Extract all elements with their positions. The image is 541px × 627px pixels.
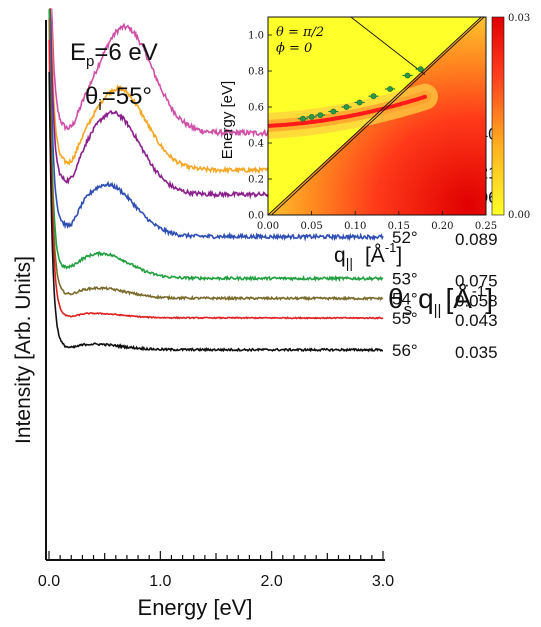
theta-s-label: 52° <box>392 228 418 247</box>
heatmap-x-tick-label: 0.25 <box>475 221 497 232</box>
inset-heatmap: 0.00 0.05 0.10 0.15 0.20 0.25 0.0 0.2 0.4 0.6 0.8 1… <box>219 13 530 271</box>
x-axis-tick-labels: 0.0 1.0 2.0 3.0 <box>38 573 394 590</box>
heatmap-x-tick-label: 0.10 <box>344 221 366 232</box>
heatmap-ticks: 0.00 0.05 0.10 0.15 0.20 0.25 0.0 0.2 0.4 0.6 0.8 1… <box>248 31 497 233</box>
theta-s-label: 54° <box>392 290 418 309</box>
data-point <box>404 72 411 79</box>
q-label: 0.058 <box>455 292 498 311</box>
q-label: 0.035 <box>455 343 498 362</box>
heatmap-y-tick-label: 0.6 <box>248 103 264 114</box>
spectrum-line <box>48 39 384 320</box>
continuum-edge-line <box>271 17 485 215</box>
colorbar-min-label: 0.00 <box>508 210 530 221</box>
data-point <box>417 66 424 73</box>
data-point <box>343 104 350 110</box>
heatmap-x-label: q|| [Å-1] <box>334 240 402 271</box>
x-tick-label: 2.0 <box>261 573 283 590</box>
theta-annotation: θ = π/2 <box>276 25 324 40</box>
theta-s-label: 53° <box>392 270 418 289</box>
light-line <box>268 17 482 215</box>
heatmap-y-tick-label: 1.0 <box>248 31 264 42</box>
colorbar <box>491 16 505 216</box>
heatmap-y-tick-label: 0.8 <box>248 67 264 78</box>
measured-points <box>297 66 426 122</box>
data-point <box>387 86 393 92</box>
data-point <box>317 112 324 118</box>
spectrum-line <box>48 18 384 302</box>
heatmap-x-tick-label: 0.20 <box>431 221 453 232</box>
heatmap-x-tick-label: 0.00 <box>257 221 279 232</box>
data-point <box>299 115 306 122</box>
x-tick-label: 3.0 <box>372 573 394 590</box>
theta-s-label: 56° <box>392 341 418 360</box>
q-label: 0.075 <box>455 272 498 291</box>
heatmap-y-tick-label: 0.0 <box>248 211 264 222</box>
data-point <box>370 93 377 100</box>
spectrum-line <box>48 9 384 283</box>
table-header: θs q|| [Å-1] <box>388 283 493 319</box>
heatmap-x-tick-label: 0.05 <box>300 221 322 232</box>
x-axis-label: Energy [eV] <box>138 595 253 620</box>
x-axis-ticks <box>48 551 384 560</box>
q-label: 0.043 <box>455 311 498 330</box>
data-point <box>330 108 337 115</box>
heatmap-y-tick-label: 0.4 <box>248 139 264 150</box>
data-point <box>356 99 363 106</box>
incidence-angle-label: θi=55° <box>85 83 152 114</box>
y-axis-label: Intensity [Arb. Units] <box>12 256 35 444</box>
spectrum-line <box>48 9 384 242</box>
beam-energy-label: Ep=6 eV <box>70 39 158 70</box>
q-label: 0.089 <box>455 230 498 249</box>
spectra-series <box>48 8 384 353</box>
heatmap-frame <box>267 16 487 216</box>
heatmap-y-tick-label: 0.2 <box>248 175 264 186</box>
heatmap-y-label: Energy [eV] <box>219 81 236 159</box>
theta-s-label: 55° <box>392 309 418 328</box>
dispersion-curve <box>268 94 427 128</box>
heatmap-x-tick-label: 0.15 <box>388 221 410 232</box>
data-point <box>308 114 315 120</box>
upper-bound-line <box>350 17 426 75</box>
x-tick-label: 1.0 <box>149 573 171 590</box>
x-tick-label: 0.0 <box>38 573 60 590</box>
phi-annotation: ϕ = 0 <box>276 41 312 56</box>
colorbar-max-label: 0.03 <box>508 13 530 24</box>
spectrum-line <box>48 71 383 353</box>
